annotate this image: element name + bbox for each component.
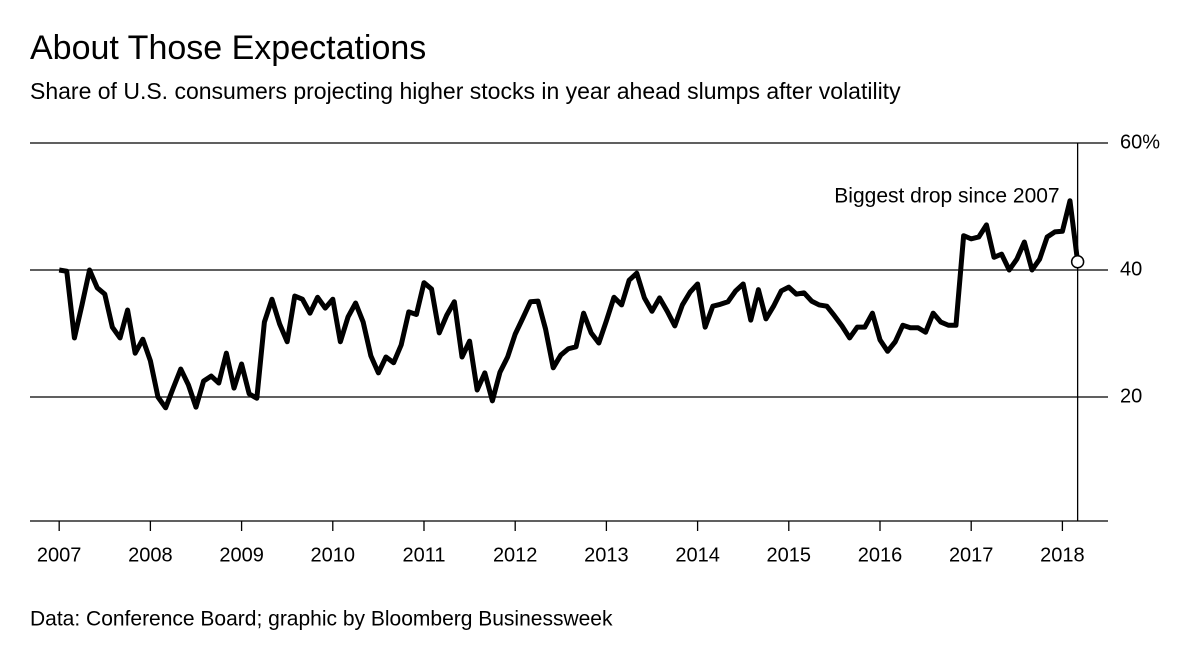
x-tick-label: 2014 <box>675 544 720 566</box>
y-tick-label: 40 <box>1120 258 1142 280</box>
chart-title: About Those Expectations <box>30 29 426 67</box>
x-tick-label: 2008 <box>128 544 173 566</box>
x-tick-label: 2017 <box>949 544 994 566</box>
x-tick-label: 2007 <box>37 544 82 566</box>
x-tick-label: 2015 <box>767 544 812 566</box>
annotation: Biggest drop since 2007 <box>834 185 1059 208</box>
x-tick-label: 2018 <box>1040 544 1085 566</box>
y-tick-label: 20 <box>1120 385 1142 407</box>
source-note: Data: Conference Board; graphic by Bloom… <box>30 608 613 631</box>
latest-point <box>1070 254 1085 269</box>
x-tick-label: 2011 <box>402 544 445 566</box>
chart-subtitle: Share of U.S. consumers projecting highe… <box>30 78 901 104</box>
x-tick-label: 2009 <box>219 544 264 566</box>
x-tick-label: 2013 <box>584 544 629 566</box>
x-tick-label: 2012 <box>493 544 538 566</box>
data-line <box>58 198 1081 411</box>
x-tick-label: 2010 <box>311 544 356 566</box>
x-tick-label: 2016 <box>858 544 903 566</box>
y-tick-label: 60% <box>1120 131 1160 153</box>
